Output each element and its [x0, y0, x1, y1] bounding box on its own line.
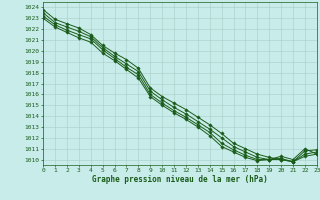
X-axis label: Graphe pression niveau de la mer (hPa): Graphe pression niveau de la mer (hPa) — [92, 175, 268, 184]
